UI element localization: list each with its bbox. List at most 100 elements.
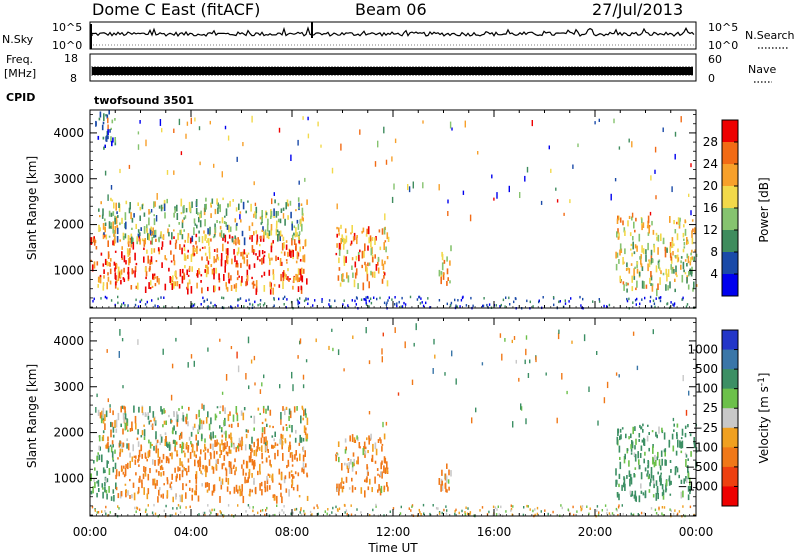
echo-cell	[106, 296, 108, 300]
echo-cell	[338, 249, 341, 256]
echo-cell	[262, 256, 265, 264]
colorbar-segment	[722, 408, 738, 429]
echo-cell	[123, 278, 126, 282]
echo-cell	[449, 280, 451, 284]
echo-cell	[183, 253, 186, 261]
echo-cell	[224, 215, 226, 218]
echo-cell	[351, 477, 353, 482]
echo-cell	[365, 296, 367, 299]
echo-cell	[662, 495, 665, 500]
echo-cell	[447, 479, 450, 484]
echo-cell	[248, 265, 251, 269]
echo-cell	[278, 297, 280, 301]
echo-cell	[669, 246, 671, 253]
echo-cell	[217, 207, 219, 214]
echo-cell	[117, 275, 120, 281]
echo-cell	[90, 490, 93, 495]
echo-cell	[298, 277, 300, 282]
echo-cell	[299, 453, 301, 461]
echo-cell	[189, 452, 192, 459]
echo-cell	[346, 463, 348, 467]
echo-cell	[288, 471, 291, 479]
echo-cell	[267, 473, 270, 476]
echo-cell	[132, 444, 134, 452]
echo-cell	[139, 215, 141, 221]
echo-cell	[634, 244, 637, 249]
echo-cell	[684, 425, 687, 429]
echo-cell	[317, 512, 319, 516]
echo-cell	[124, 233, 127, 239]
echo-cell	[185, 443, 188, 450]
echo-cell	[104, 510, 106, 513]
echo-cell	[251, 448, 253, 453]
echo-cell	[219, 496, 221, 503]
echo-cell	[158, 471, 160, 476]
echo-cell	[261, 275, 263, 278]
echo-cell	[680, 450, 683, 454]
echo-cell	[305, 427, 307, 431]
echo-cell	[623, 477, 626, 484]
echo-cell	[263, 408, 265, 414]
echo-cell	[201, 434, 203, 440]
echo-cell	[215, 267, 217, 274]
echo-cell	[112, 489, 115, 494]
echo-cell	[683, 224, 685, 228]
echo-cell	[101, 124, 104, 131]
station-title: Dome C East (fitACF)	[92, 0, 260, 19]
echo-cell	[617, 506, 620, 509]
echo-cell	[130, 233, 133, 238]
echo-cell	[210, 204, 212, 208]
echo-cell	[160, 406, 162, 412]
noise-tick-low-right: 10^0	[708, 39, 738, 52]
echo-cell	[500, 505, 502, 509]
echo-cell	[686, 277, 688, 284]
echo-cell	[386, 301, 388, 305]
x-tick-label: 12:00	[376, 525, 411, 539]
echo-cell	[102, 208, 104, 216]
echo-cell	[251, 115, 253, 123]
echo-cell	[205, 269, 208, 278]
echo-cell	[283, 303, 285, 306]
echo-cell	[238, 298, 240, 301]
echo-cell	[131, 421, 133, 429]
echo-cell	[193, 218, 196, 224]
echo-cell	[148, 209, 150, 215]
echo-cell	[679, 440, 681, 448]
echo-cell	[256, 256, 259, 261]
colorbar-segment	[722, 447, 738, 468]
echo-cell	[532, 305, 534, 308]
echo-cell	[197, 460, 199, 464]
echo-cell	[288, 249, 291, 257]
echo-cell	[154, 512, 157, 516]
echo-cell	[655, 265, 658, 273]
echo-cell	[141, 204, 144, 210]
echo-cell	[171, 363, 174, 369]
colorbar-segment	[722, 486, 738, 507]
echo-cell	[285, 406, 288, 410]
echo-cell	[237, 304, 239, 307]
echo-cell	[129, 460, 131, 468]
echo-cell	[275, 211, 278, 218]
echo-cell	[461, 296, 464, 300]
echo-cell	[150, 248, 153, 255]
echo-cell	[150, 228, 153, 232]
echo-cell	[618, 504, 620, 507]
echo-cell	[130, 285, 133, 290]
echo-cell	[91, 505, 94, 509]
echo-cell	[658, 426, 660, 434]
echo-cell	[629, 490, 632, 495]
echo-cell	[112, 410, 114, 416]
echo-cell	[640, 445, 643, 451]
echo-cell	[128, 164, 131, 169]
echo-cell	[370, 241, 372, 248]
echo-cell	[205, 203, 207, 210]
echo-cell	[663, 506, 666, 509]
echo-cell	[305, 413, 307, 418]
echo-cell	[634, 426, 636, 431]
echo-cell	[324, 510, 326, 513]
echo-cell	[438, 511, 441, 514]
echo-cell	[619, 249, 621, 256]
echo-cell	[246, 254, 248, 258]
echo-cell	[250, 359, 253, 364]
echo-cell	[616, 436, 619, 445]
